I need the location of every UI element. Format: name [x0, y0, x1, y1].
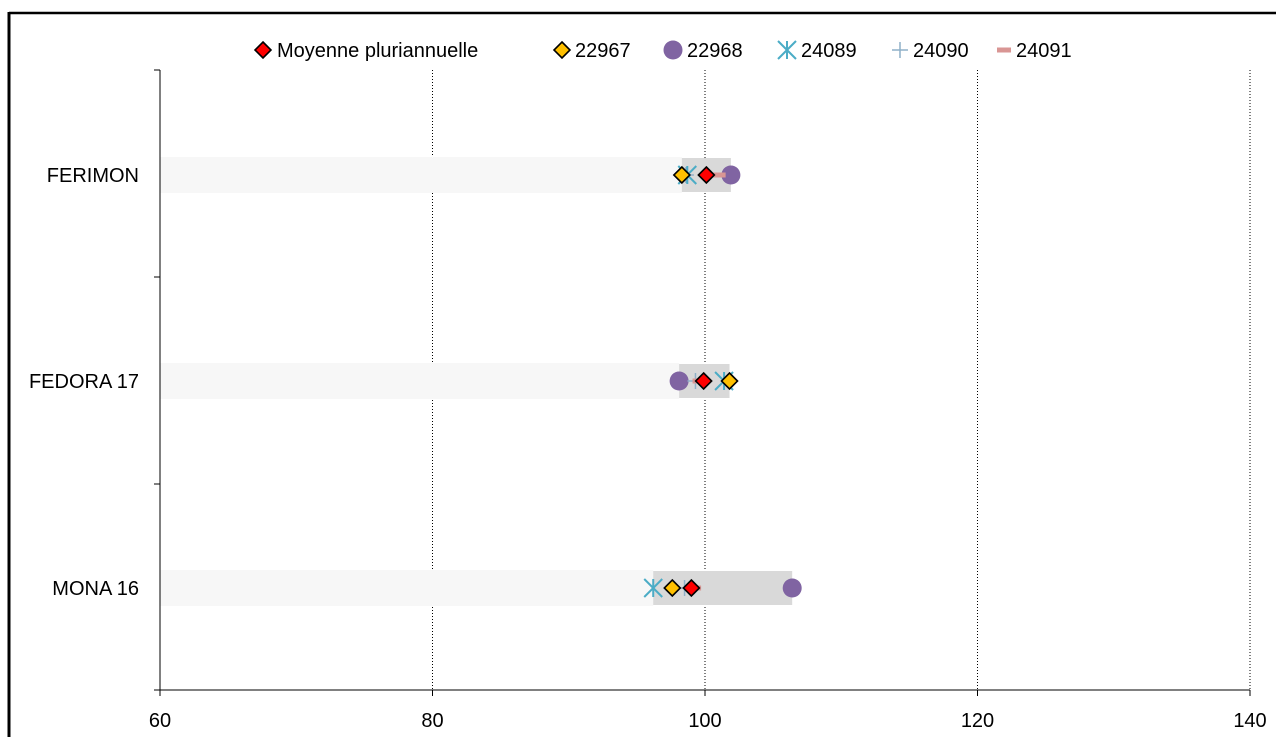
- legend-label: 22967: [575, 40, 631, 62]
- category-label: FERIMON: [47, 165, 139, 187]
- legend-marker: [997, 47, 1011, 53]
- legend-label: 24090: [913, 40, 969, 62]
- legend-label: Moyenne pluriannuelle: [277, 40, 478, 62]
- data-point: [711, 172, 726, 178]
- legend-marker: [552, 40, 572, 60]
- x-tick-label: 60: [149, 710, 171, 732]
- row-band: [160, 157, 682, 193]
- data-point: [694, 371, 713, 391]
- x-tick-label: 140: [1233, 710, 1266, 732]
- category-label: FEDORA 17: [29, 371, 139, 393]
- data-point: [782, 578, 802, 598]
- x-tick-label: 100: [688, 710, 721, 732]
- data-point: [669, 371, 689, 391]
- legend: Moyenne pluriannuelle 22967 22968 24089 2409…: [253, 40, 1072, 62]
- legend-label: 24089: [801, 40, 857, 62]
- data-point: [682, 578, 701, 598]
- data-point: [643, 578, 663, 598]
- range-bars-layer: [160, 157, 793, 606]
- legend-marker: [777, 40, 797, 60]
- x-tick-label: 120: [961, 710, 994, 732]
- axes-layer: 60 80 100 120 140 FERIMON FEDORA 17 MONA 16: [29, 69, 1267, 732]
- data-points-layer: [643, 165, 802, 598]
- legend-marker: [663, 40, 683, 60]
- legend-label: 24091: [1016, 40, 1072, 62]
- legend-marker: [253, 40, 273, 60]
- data-point: [672, 165, 691, 185]
- row-band: [160, 570, 654, 606]
- legend-label: 22968: [687, 40, 743, 62]
- x-tick-label: 80: [421, 710, 443, 732]
- data-point: [720, 371, 739, 391]
- category-label: MONA 16: [52, 578, 139, 600]
- data-point: [697, 165, 716, 185]
- data-point: [663, 578, 682, 598]
- data-point: [721, 165, 741, 185]
- legend-marker: [892, 42, 908, 58]
- row-band: [160, 363, 680, 399]
